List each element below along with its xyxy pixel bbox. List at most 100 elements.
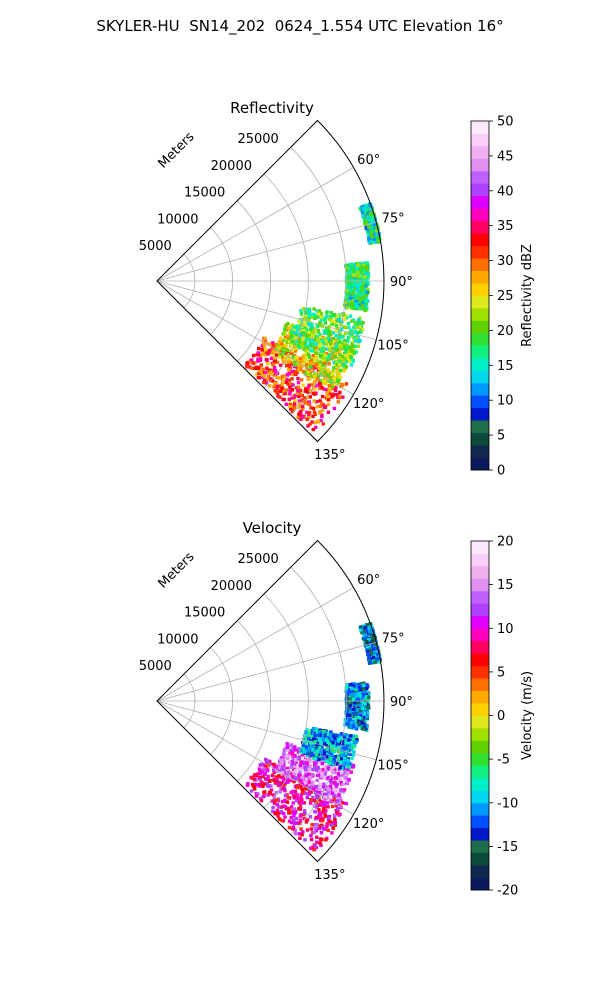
echo-gate xyxy=(355,336,359,341)
echo-gate xyxy=(325,394,330,399)
echo-gate xyxy=(308,776,313,780)
echo-gate xyxy=(327,742,332,746)
echo-gate xyxy=(314,391,318,395)
echo-gate xyxy=(272,801,277,805)
echo-gate xyxy=(324,792,328,796)
echo-gate xyxy=(320,761,325,766)
echo-gate xyxy=(288,384,293,388)
echo-gate xyxy=(376,239,380,243)
echo-gate xyxy=(364,292,368,297)
echo-gate xyxy=(288,389,292,394)
echo-gate xyxy=(302,816,306,821)
echo-gate xyxy=(303,389,307,393)
echo-gate xyxy=(298,333,302,337)
echo-gate xyxy=(351,304,355,309)
colorbar-swatch xyxy=(471,665,489,679)
echo-gate xyxy=(323,336,328,341)
colorbar-swatch xyxy=(471,395,489,409)
echo-gate xyxy=(278,395,282,399)
echo-gate xyxy=(320,318,324,322)
echo-gate xyxy=(300,333,304,338)
echo-gate xyxy=(354,283,358,287)
echo-gate xyxy=(311,795,315,800)
echo-gate xyxy=(307,307,312,312)
echo-gate xyxy=(343,759,347,764)
echo-gate xyxy=(256,359,260,363)
echo-gate xyxy=(261,350,265,355)
colorbar-tick-label: -5 xyxy=(497,753,510,768)
colorbar-swatch xyxy=(471,133,489,147)
echo-gate xyxy=(354,300,358,304)
echo-gate xyxy=(342,767,347,772)
echo-gate xyxy=(318,381,322,385)
echo-gate xyxy=(361,263,366,268)
echo-gate xyxy=(318,773,322,777)
echo-gate xyxy=(333,355,338,359)
echo-gate xyxy=(314,362,319,366)
echo-gate xyxy=(306,385,311,390)
echo-gate xyxy=(296,785,300,790)
echo-gate xyxy=(320,402,324,406)
echo-gate xyxy=(358,316,362,320)
echo-gate xyxy=(265,341,270,345)
echo-gate xyxy=(319,351,323,356)
echo-gate xyxy=(354,740,358,744)
echo-gate xyxy=(304,730,308,734)
echo-gate xyxy=(299,796,303,800)
radial-tick-label: 25000 xyxy=(237,552,278,567)
echo-gate xyxy=(358,268,362,272)
echo-gate xyxy=(291,331,295,335)
echo-gate xyxy=(363,625,367,630)
echo-gate xyxy=(355,285,360,289)
echo-gate xyxy=(291,355,295,359)
echo-gate xyxy=(326,402,331,407)
echo-gate xyxy=(335,342,339,346)
colorbar-swatch xyxy=(471,183,489,197)
echo-gate xyxy=(281,779,286,783)
echo-gate xyxy=(262,763,266,767)
echo-gate xyxy=(307,309,312,313)
echo-gate xyxy=(318,787,322,792)
echo-gate xyxy=(323,382,328,386)
echo-gate xyxy=(362,282,366,286)
echo-gate xyxy=(294,336,298,340)
echo-gate xyxy=(304,748,309,752)
echo-gate xyxy=(366,684,370,689)
echo-gate xyxy=(302,809,307,813)
echo-gate xyxy=(353,339,358,343)
echo-gate xyxy=(358,694,362,698)
colorbar-swatch xyxy=(471,220,489,234)
echo-gate xyxy=(282,766,287,770)
echo-gate xyxy=(256,375,261,380)
echo-gate xyxy=(293,769,298,773)
echo-gate xyxy=(338,368,343,373)
echo-gate xyxy=(335,376,339,381)
echo-gate xyxy=(312,410,317,414)
echo-gate xyxy=(288,365,292,370)
echo-gate xyxy=(336,317,341,322)
echo-gate xyxy=(321,394,325,399)
echo-gate xyxy=(287,807,291,811)
colorbar-swatch xyxy=(471,445,489,458)
echo-gate xyxy=(349,270,353,274)
echo-gate xyxy=(375,226,379,230)
echo-gate xyxy=(372,646,377,650)
echo-gate xyxy=(338,736,343,740)
colorbar-swatch xyxy=(471,590,489,604)
echo-gate xyxy=(290,751,295,755)
echo-gate xyxy=(314,765,319,770)
echo-gate xyxy=(295,361,300,365)
echo-gate xyxy=(326,359,330,363)
colorbar-swatch xyxy=(471,208,489,222)
echo-gate xyxy=(360,721,364,725)
echo-gate xyxy=(296,796,300,800)
echo-gate xyxy=(350,306,354,311)
echo-gate xyxy=(360,210,365,214)
echo-gate xyxy=(313,735,317,739)
echo-gate xyxy=(288,750,292,755)
echo-gate xyxy=(273,370,278,374)
echo-gate xyxy=(272,366,277,370)
echo-gate xyxy=(367,649,372,653)
echo-gate xyxy=(280,374,285,379)
echo-gate xyxy=(299,328,303,333)
